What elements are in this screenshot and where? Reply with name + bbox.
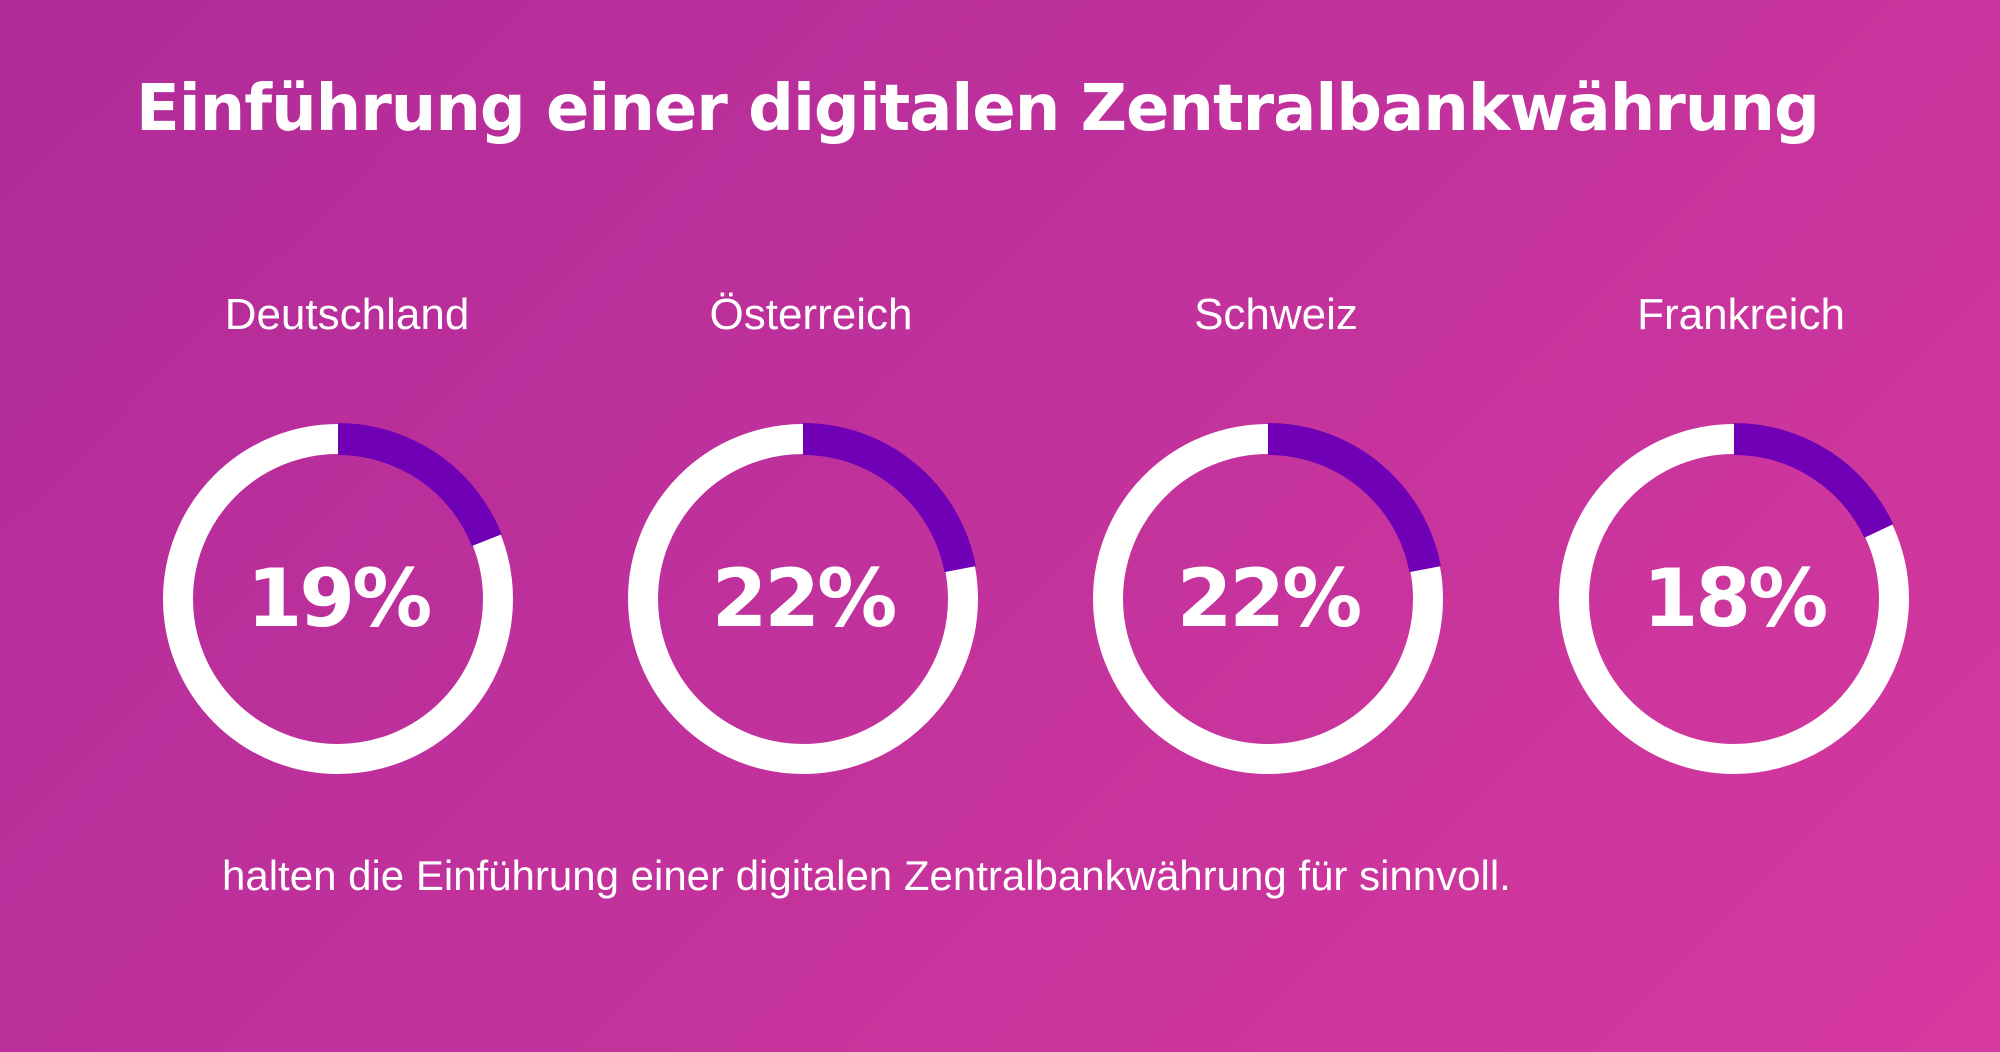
donut-arc-deutschland: [162, 423, 514, 775]
country-label-schweiz: Schweiz: [1194, 290, 1358, 339]
footnote-text: halten die Einführung einer digitalen Ze…: [222, 852, 1511, 899]
donut-chart-oesterreich: 22%: [626, 422, 980, 776]
percent-label-oesterreich: 22%: [711, 552, 897, 645]
donut-arc-oesterreich: [627, 423, 979, 775]
donut-svg-frankreich: [1558, 423, 1910, 775]
percent-label-frankreich: 18%: [1642, 552, 1828, 645]
country-label-frankreich: Frankreich: [1637, 290, 1845, 339]
donut-svg-oesterreich: [627, 423, 979, 775]
percent-label-deutschland: 19%: [246, 552, 432, 645]
donut-svg-schweiz: [1092, 423, 1444, 775]
donut-arc-schweiz: [1092, 423, 1444, 775]
donut-chart-frankreich: 18%: [1557, 422, 1911, 776]
donut-svg-deutschland: [162, 423, 514, 775]
country-label-deutschland: Deutschland: [224, 290, 470, 339]
donut-arc-frankreich: [1558, 423, 1910, 775]
country-label-oesterreich: Österreich: [709, 290, 913, 339]
donut-chart-deutschland: 19%: [161, 422, 515, 776]
chart-title: Einführung einer digitalen Zentralbankwä…: [136, 72, 1820, 146]
donut-chart-schweiz: 22%: [1091, 422, 1445, 776]
percent-label-schweiz: 22%: [1176, 552, 1362, 645]
